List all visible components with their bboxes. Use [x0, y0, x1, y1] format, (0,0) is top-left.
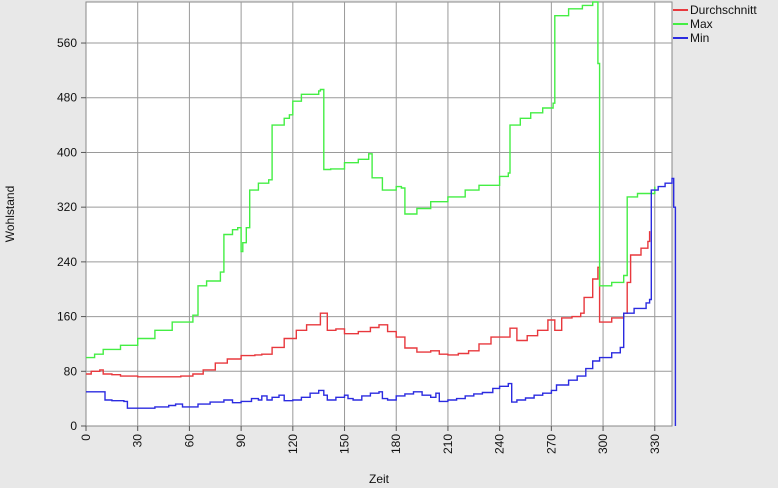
x-tick-label: 270 [544, 434, 558, 454]
x-tick-label: 330 [648, 434, 662, 454]
y-tick-label: 320 [57, 200, 77, 214]
series-line-max [86, 1, 656, 359]
x-tick-label: 30 [131, 434, 145, 448]
y-axis-ticks: 0 80 160 240 320 400 480 560 [57, 36, 86, 433]
legend-label-durchschnitt: Durchschnitt [690, 3, 757, 17]
y-tick-label: 560 [57, 36, 77, 50]
y-axis-label: Wohlstand [3, 186, 17, 242]
x-axis-label: Zeit [369, 472, 390, 486]
series-line-min [86, 177, 677, 426]
plot-background [85, 1, 673, 427]
y-tick-label: 80 [64, 364, 78, 378]
series-layer [86, 1, 677, 426]
x-tick-label: 120 [286, 434, 300, 454]
series-line-durchschnitt [86, 231, 651, 378]
y-tick-label: 240 [57, 255, 77, 269]
x-tick-label: 60 [182, 434, 196, 448]
x-tick-label: 300 [596, 434, 610, 454]
y-tick-label: 480 [57, 91, 77, 105]
legend-label-min: Min [690, 31, 709, 45]
x-tick-label: 0 [79, 434, 93, 441]
y-tick-label: 400 [57, 145, 77, 159]
x-tick-label: 90 [234, 434, 248, 448]
x-tick-label: 180 [389, 434, 403, 454]
x-tick-label: 150 [338, 434, 352, 454]
x-axis-ticks: 0 30 60 90 120 150 180 210 240 270 300 330 [79, 426, 662, 454]
x-tick-label: 210 [441, 434, 455, 454]
x-tick-label: 240 [493, 434, 507, 454]
y-tick-label: 160 [57, 310, 77, 324]
y-tick-label: 0 [70, 419, 77, 433]
legend-label-max: Max [690, 17, 713, 31]
